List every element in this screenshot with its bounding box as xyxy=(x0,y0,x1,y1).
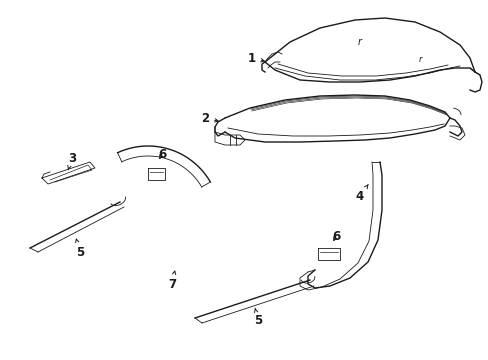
Text: 4: 4 xyxy=(355,184,367,202)
Text: r: r xyxy=(357,37,361,47)
Text: 6: 6 xyxy=(158,148,166,161)
Text: 2: 2 xyxy=(201,112,218,125)
Text: 7: 7 xyxy=(167,271,176,291)
Text: 6: 6 xyxy=(331,230,340,243)
Text: r: r xyxy=(417,55,421,64)
Text: 1: 1 xyxy=(247,51,264,64)
Text: 3: 3 xyxy=(68,152,76,170)
Text: 5: 5 xyxy=(76,239,84,258)
Text: 5: 5 xyxy=(253,308,262,327)
